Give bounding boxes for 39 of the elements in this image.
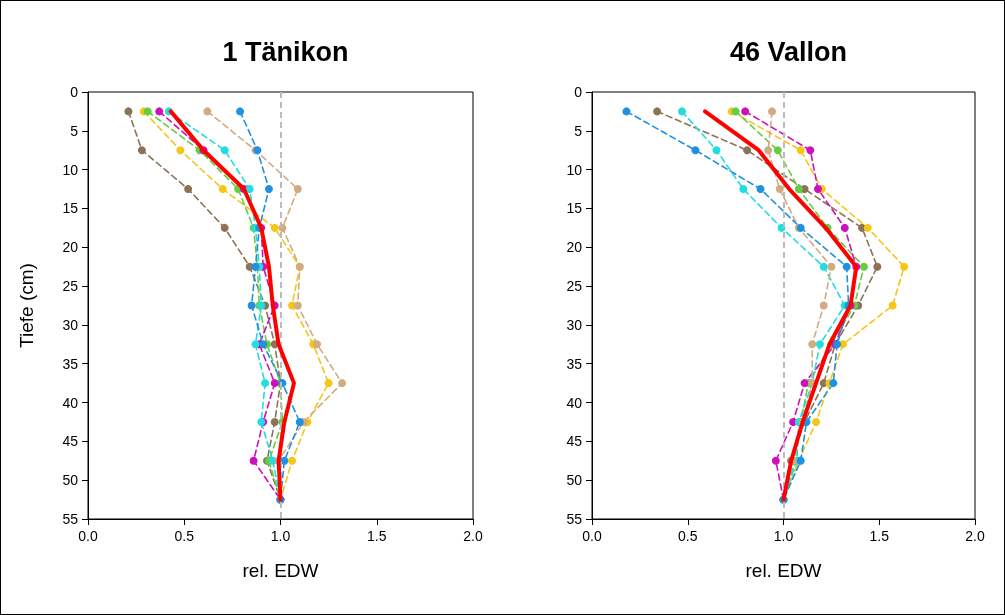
y-tick-label: 50 <box>62 472 79 489</box>
y-tick-label: 0 <box>70 84 79 100</box>
y-tick-label: 25 <box>62 278 79 295</box>
y-tick-label: 35 <box>566 355 583 372</box>
y-tick-label: 5 <box>574 122 583 139</box>
x-tick-label: 1.0 <box>773 528 794 544</box>
x-tick-label: 1.5 <box>367 528 387 544</box>
y-tick-label: 30 <box>566 316 583 333</box>
y-tick-label: 40 <box>566 394 583 411</box>
y-tick-label: 50 <box>566 472 583 489</box>
y-tick-label: 20 <box>62 239 79 256</box>
y-tick-label: 0 <box>574 84 583 100</box>
y-tick-label: 15 <box>566 200 583 217</box>
x-axis-title: rel. EDW <box>745 560 822 581</box>
y-tick-label: 20 <box>566 239 583 256</box>
y-tick-label: 55 <box>566 511 583 527</box>
y-tick-label: 15 <box>62 200 79 217</box>
x-tick-label: 0.5 <box>174 528 195 544</box>
y-axis-title: Tiefe (cm) <box>16 263 37 348</box>
y-tick-label: 10 <box>566 161 583 178</box>
x-tick-label: 1.5 <box>869 528 890 544</box>
x-tick-label: 0.0 <box>78 528 98 544</box>
y-tick-label: 35 <box>62 355 79 372</box>
y-tick-label: 45 <box>566 433 583 450</box>
x-tick-label: 1.0 <box>270 528 291 544</box>
y-tick-label: 5 <box>70 122 79 139</box>
y-tick-label: 10 <box>62 161 79 178</box>
y-tick-label: 40 <box>62 394 79 411</box>
chart-title: 46 Vallon <box>729 36 848 67</box>
x-tick-label: 0.5 <box>678 528 698 544</box>
y-tick-label: 45 <box>62 433 79 450</box>
y-tick-label: 55 <box>62 511 79 527</box>
x-tick-label: 0.0 <box>582 528 602 544</box>
x-tick-label: 2.0 <box>463 528 483 544</box>
x-tick-label: 2.0 <box>965 528 985 544</box>
x-axis-title: rel. EDW <box>242 560 319 581</box>
y-tick-label: 30 <box>62 316 79 333</box>
chart-title: 1 Tänikon <box>222 36 349 67</box>
y-tick-label: 25 <box>566 278 583 295</box>
